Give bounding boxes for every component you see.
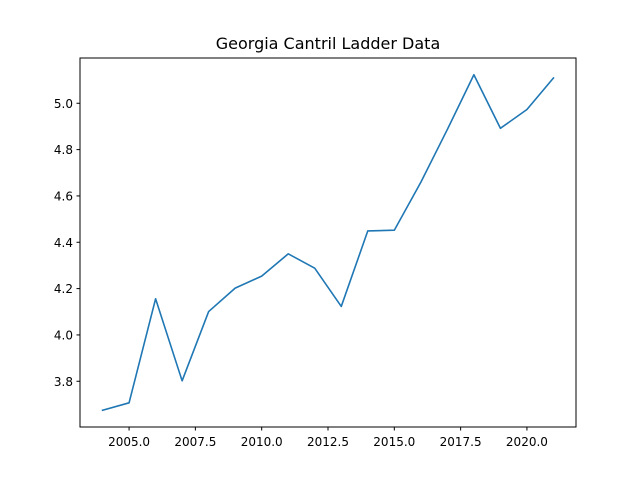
series-line [101, 73, 555, 412]
chart-title: Georgia Cantril Ladder Data [216, 34, 441, 53]
x-tick-label: 2017.5 [440, 435, 482, 449]
y-tick-label: 5.0 [54, 97, 73, 111]
y-tick-label: 4.2 [54, 282, 73, 296]
x-tick-label: 2007.5 [174, 435, 216, 449]
y-tick-label: 4.4 [54, 236, 73, 250]
y-tick-label: 4.8 [54, 143, 73, 157]
x-tick-label: 2010.0 [241, 435, 283, 449]
x-tick-label: 2005.0 [108, 435, 150, 449]
x-axis: 2005.0 2007.5 2010.0 2012.5 2015.0 2017.5 2020… [108, 427, 548, 449]
axes-frame [79, 57, 577, 428]
x-tick-label: 2012.5 [307, 435, 349, 449]
y-tick-label: 3.8 [54, 375, 73, 389]
x-tick-label: 2020.0 [506, 435, 548, 449]
y-tick-label: 4.6 [54, 189, 73, 203]
plot-area [101, 73, 555, 412]
x-tick-label: 2015.0 [373, 435, 415, 449]
y-tick-label: 4.0 [54, 328, 73, 342]
y-axis: 3.8 4.0 4.2 4.4 4.6 4.8 5.0 [54, 97, 80, 389]
